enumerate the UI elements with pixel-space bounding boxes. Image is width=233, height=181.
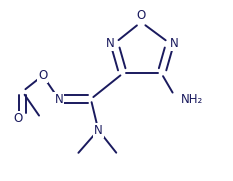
Text: O: O	[38, 69, 47, 82]
Text: O: O	[137, 9, 146, 22]
Text: N: N	[54, 92, 63, 106]
Text: N: N	[94, 124, 103, 136]
Text: N: N	[106, 37, 114, 50]
Text: N: N	[170, 37, 179, 50]
Text: NH₂: NH₂	[181, 92, 203, 106]
Text: O: O	[13, 112, 22, 125]
